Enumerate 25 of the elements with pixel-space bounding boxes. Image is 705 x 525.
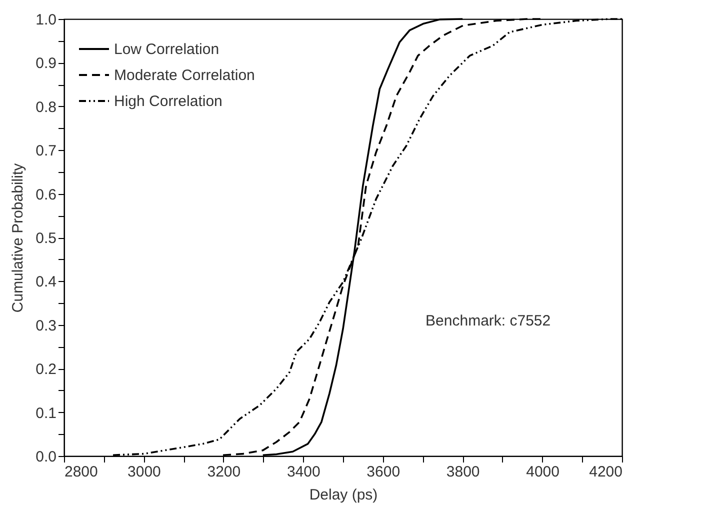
y-tick-label: 0.6 xyxy=(36,186,56,204)
y-tick-label: 0.2 xyxy=(36,361,56,378)
y-tick-label: 0.4 xyxy=(36,274,56,291)
x-tick-label: 2800 xyxy=(64,464,98,480)
y-tick-label: 1.0 xyxy=(36,12,56,28)
x-tick-label: 3000 xyxy=(128,464,161,480)
x-tick-label: 4000 xyxy=(526,464,560,480)
x-tick-label: 3800 xyxy=(446,464,480,480)
x-tick-label: 3600 xyxy=(366,464,400,480)
y-tick-label: 0.5 xyxy=(36,230,56,247)
x-tick-label: 3400 xyxy=(286,464,320,480)
x-tick-label: 3200 xyxy=(207,464,241,480)
y-tick-label: 0.7 xyxy=(36,142,56,160)
y-axis-title: Cumulative Probability xyxy=(10,162,27,313)
y-tick-label: 0.8 xyxy=(36,98,56,116)
y-tick-label: 0.3 xyxy=(36,317,56,334)
annotation: Benchmark: c7552 xyxy=(426,312,551,330)
y-tick-label: 0.1 xyxy=(36,404,56,422)
legend-label: Low Correlation xyxy=(114,41,220,58)
legend-label: High Correlation xyxy=(114,93,222,110)
y-tick-label: 0.0 xyxy=(36,448,56,466)
y-tick-label: 0.9 xyxy=(36,55,56,72)
x-axis-title: Delay (ps) xyxy=(309,486,378,504)
x-tick-label: 4200 xyxy=(589,464,622,480)
legend-label: Moderate Correlation xyxy=(114,67,255,84)
